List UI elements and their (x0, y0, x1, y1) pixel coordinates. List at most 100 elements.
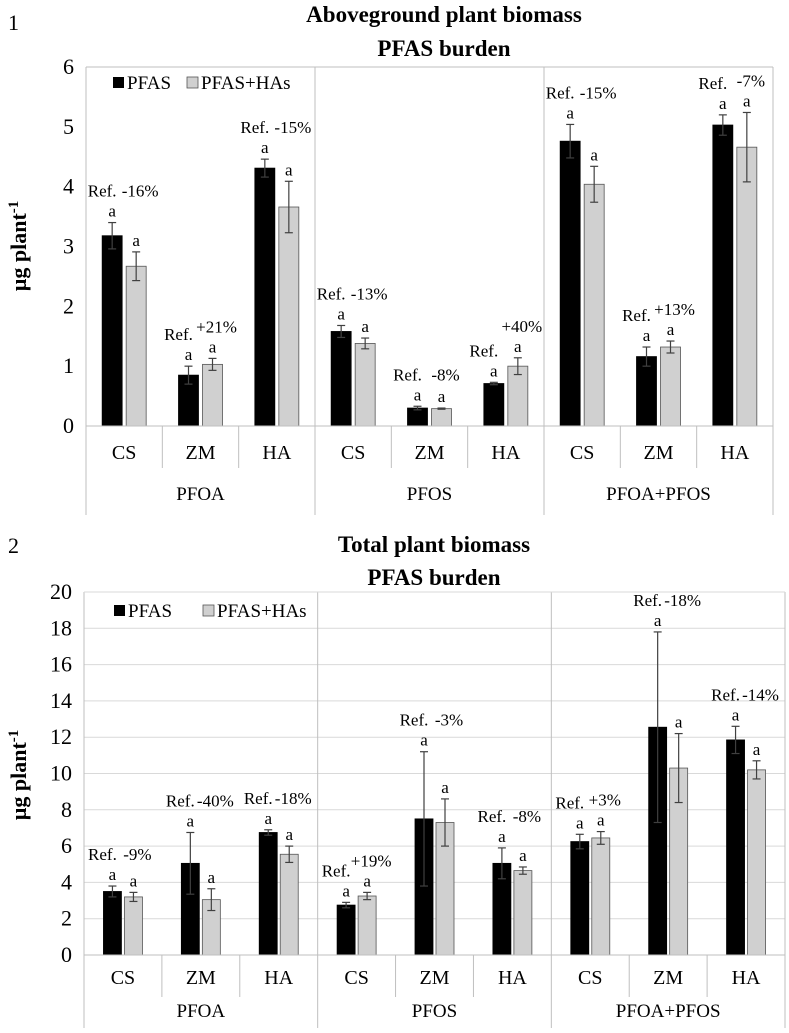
legend: PFAS PFAS+HAs (113, 73, 291, 94)
category-label: HA (262, 442, 291, 464)
significance-letter: a (342, 881, 350, 900)
bar-pfas-has (736, 146, 758, 427)
significance-letter: a (363, 871, 371, 890)
bar-pfas-has (513, 870, 533, 956)
significance-letter: a (420, 731, 428, 750)
percent-change-label: -15% (580, 83, 617, 102)
y-tick-label: 6 (61, 833, 72, 858)
percent-change-label: -18% (664, 591, 701, 610)
y-tick-label: 2 (63, 293, 74, 318)
reference-label: Ref. (400, 711, 429, 730)
reference-label: Ref. (322, 861, 351, 880)
significance-letter: a (566, 103, 574, 122)
significance-letter: a (514, 337, 522, 356)
bar-pfas-has (354, 343, 376, 427)
y-axis-label: µg plant-1 (6, 730, 31, 821)
significance-letter: a (261, 138, 269, 157)
percent-change-label: +21% (196, 317, 237, 336)
category-label: ZM (186, 442, 216, 464)
significance-letter: a (441, 778, 449, 797)
bar-pfas-has (583, 183, 605, 427)
category-label: ZM (186, 967, 216, 989)
bar-chart-aboveground: 1 Aboveground plant biomass PFAS burden … (6, 2, 774, 515)
reference-label: Ref. (240, 118, 269, 137)
y-tick-label: 2 (61, 906, 72, 931)
y-tick-label: 20 (50, 579, 72, 604)
y-tick-label: 10 (50, 761, 72, 786)
legend-label-pfas: PFAS (127, 73, 171, 94)
category-label: HA (498, 967, 527, 989)
bar-pfas (726, 739, 745, 956)
percent-change-label: -8% (431, 365, 459, 384)
legend-label-pfas-has: PFAS+HAs (201, 73, 291, 94)
percent-change-label: +40% (501, 317, 542, 336)
group-label: PFOS (407, 484, 452, 505)
reference-label: Ref. (244, 789, 273, 808)
significance-letter: a (519, 846, 527, 865)
y-tick-label: 18 (50, 615, 72, 640)
bar-pfas (101, 235, 123, 427)
significance-letter: a (264, 809, 272, 828)
bar-pfas (103, 891, 122, 956)
y-axis-label: µg plant-1 (6, 201, 31, 292)
reference-label: Ref. (622, 306, 651, 325)
chart-title: Total plant biomass (338, 532, 530, 557)
bar-chart-total: 2 Total plant biomass PFAS burden µg pla… (6, 532, 786, 1028)
y-tick-label: 0 (61, 942, 72, 967)
bar-pfas-has (660, 346, 681, 427)
reference-label: Ref. (633, 591, 662, 610)
chart-panel-total: 2 Total plant biomass PFAS burden µg pla… (0, 515, 789, 1028)
bar-pfas-has (278, 206, 300, 427)
significance-letter: a (490, 361, 498, 380)
bar-pfas-has (431, 408, 452, 427)
bar-pfas (254, 167, 276, 427)
reference-label: Ref. (477, 807, 506, 826)
panel-number: 2 (8, 533, 19, 558)
significance-letter: a (654, 611, 662, 630)
legend-label-pfas: PFAS (128, 601, 172, 622)
significance-letter: a (108, 202, 116, 221)
significance-letter: a (285, 825, 293, 844)
category-label: CS (112, 442, 136, 464)
category-label: ZM (420, 967, 450, 989)
percent-change-label: +19% (351, 851, 392, 870)
legend-swatch-pfas (114, 605, 125, 616)
percent-change-label: -7% (737, 71, 765, 90)
bar-pfas-has (357, 895, 377, 956)
legend-label-pfas-has: PFAS+HAs (217, 601, 307, 622)
y-tick-label: 0 (63, 413, 74, 438)
significance-letter: a (187, 811, 195, 830)
bar-pfas (559, 140, 581, 427)
significance-letter: a (643, 326, 651, 345)
y-tick-label: 4 (61, 869, 72, 894)
chart-subtitle: PFAS burden (367, 565, 500, 590)
y-tick-label: 8 (61, 797, 72, 822)
significance-letter: a (743, 91, 751, 110)
bar-pfas-has (202, 363, 223, 427)
significance-letter: a (675, 713, 683, 732)
legend-swatch-pfas-has (186, 76, 199, 89)
group-label: PFOA (176, 484, 225, 505)
category-label: HA (491, 442, 520, 464)
chart-title: Aboveground plant biomass (306, 2, 582, 27)
significance-letter: a (719, 94, 727, 113)
significance-letter: a (208, 868, 216, 887)
bar-pfas-has (125, 265, 147, 427)
significance-letter: a (498, 827, 506, 846)
bar-pfas-has (591, 837, 611, 956)
reference-label: Ref. (393, 365, 422, 384)
y-tick-label: 4 (63, 174, 74, 199)
significance-letter: a (337, 304, 345, 323)
reference-label: Ref. (166, 791, 195, 810)
y-tick-label: 16 (50, 652, 72, 677)
reference-label: Ref. (711, 685, 740, 704)
category-label: HA (732, 967, 761, 989)
bar-pfas (570, 841, 590, 956)
y-tick-label: 3 (63, 234, 74, 259)
y-tick-label: 12 (50, 724, 72, 749)
significance-letter: a (414, 385, 422, 404)
significance-letter: a (590, 145, 598, 164)
significance-letter: a (753, 740, 761, 759)
bar-pfas (336, 904, 356, 956)
significance-letter: a (667, 320, 675, 339)
